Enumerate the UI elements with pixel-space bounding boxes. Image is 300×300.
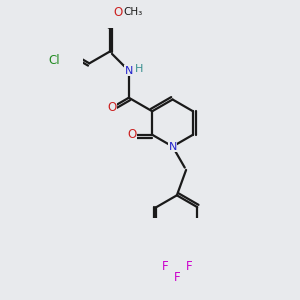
Text: F: F	[173, 271, 180, 284]
Text: O: O	[114, 6, 123, 20]
Text: N: N	[124, 66, 133, 76]
Text: O: O	[107, 101, 117, 114]
Text: Cl: Cl	[48, 54, 60, 67]
Text: H: H	[135, 64, 143, 74]
Text: CH₃: CH₃	[123, 7, 142, 16]
Text: F: F	[161, 260, 168, 273]
Text: F: F	[186, 260, 192, 273]
Text: N: N	[168, 142, 177, 152]
Text: O: O	[127, 128, 136, 141]
